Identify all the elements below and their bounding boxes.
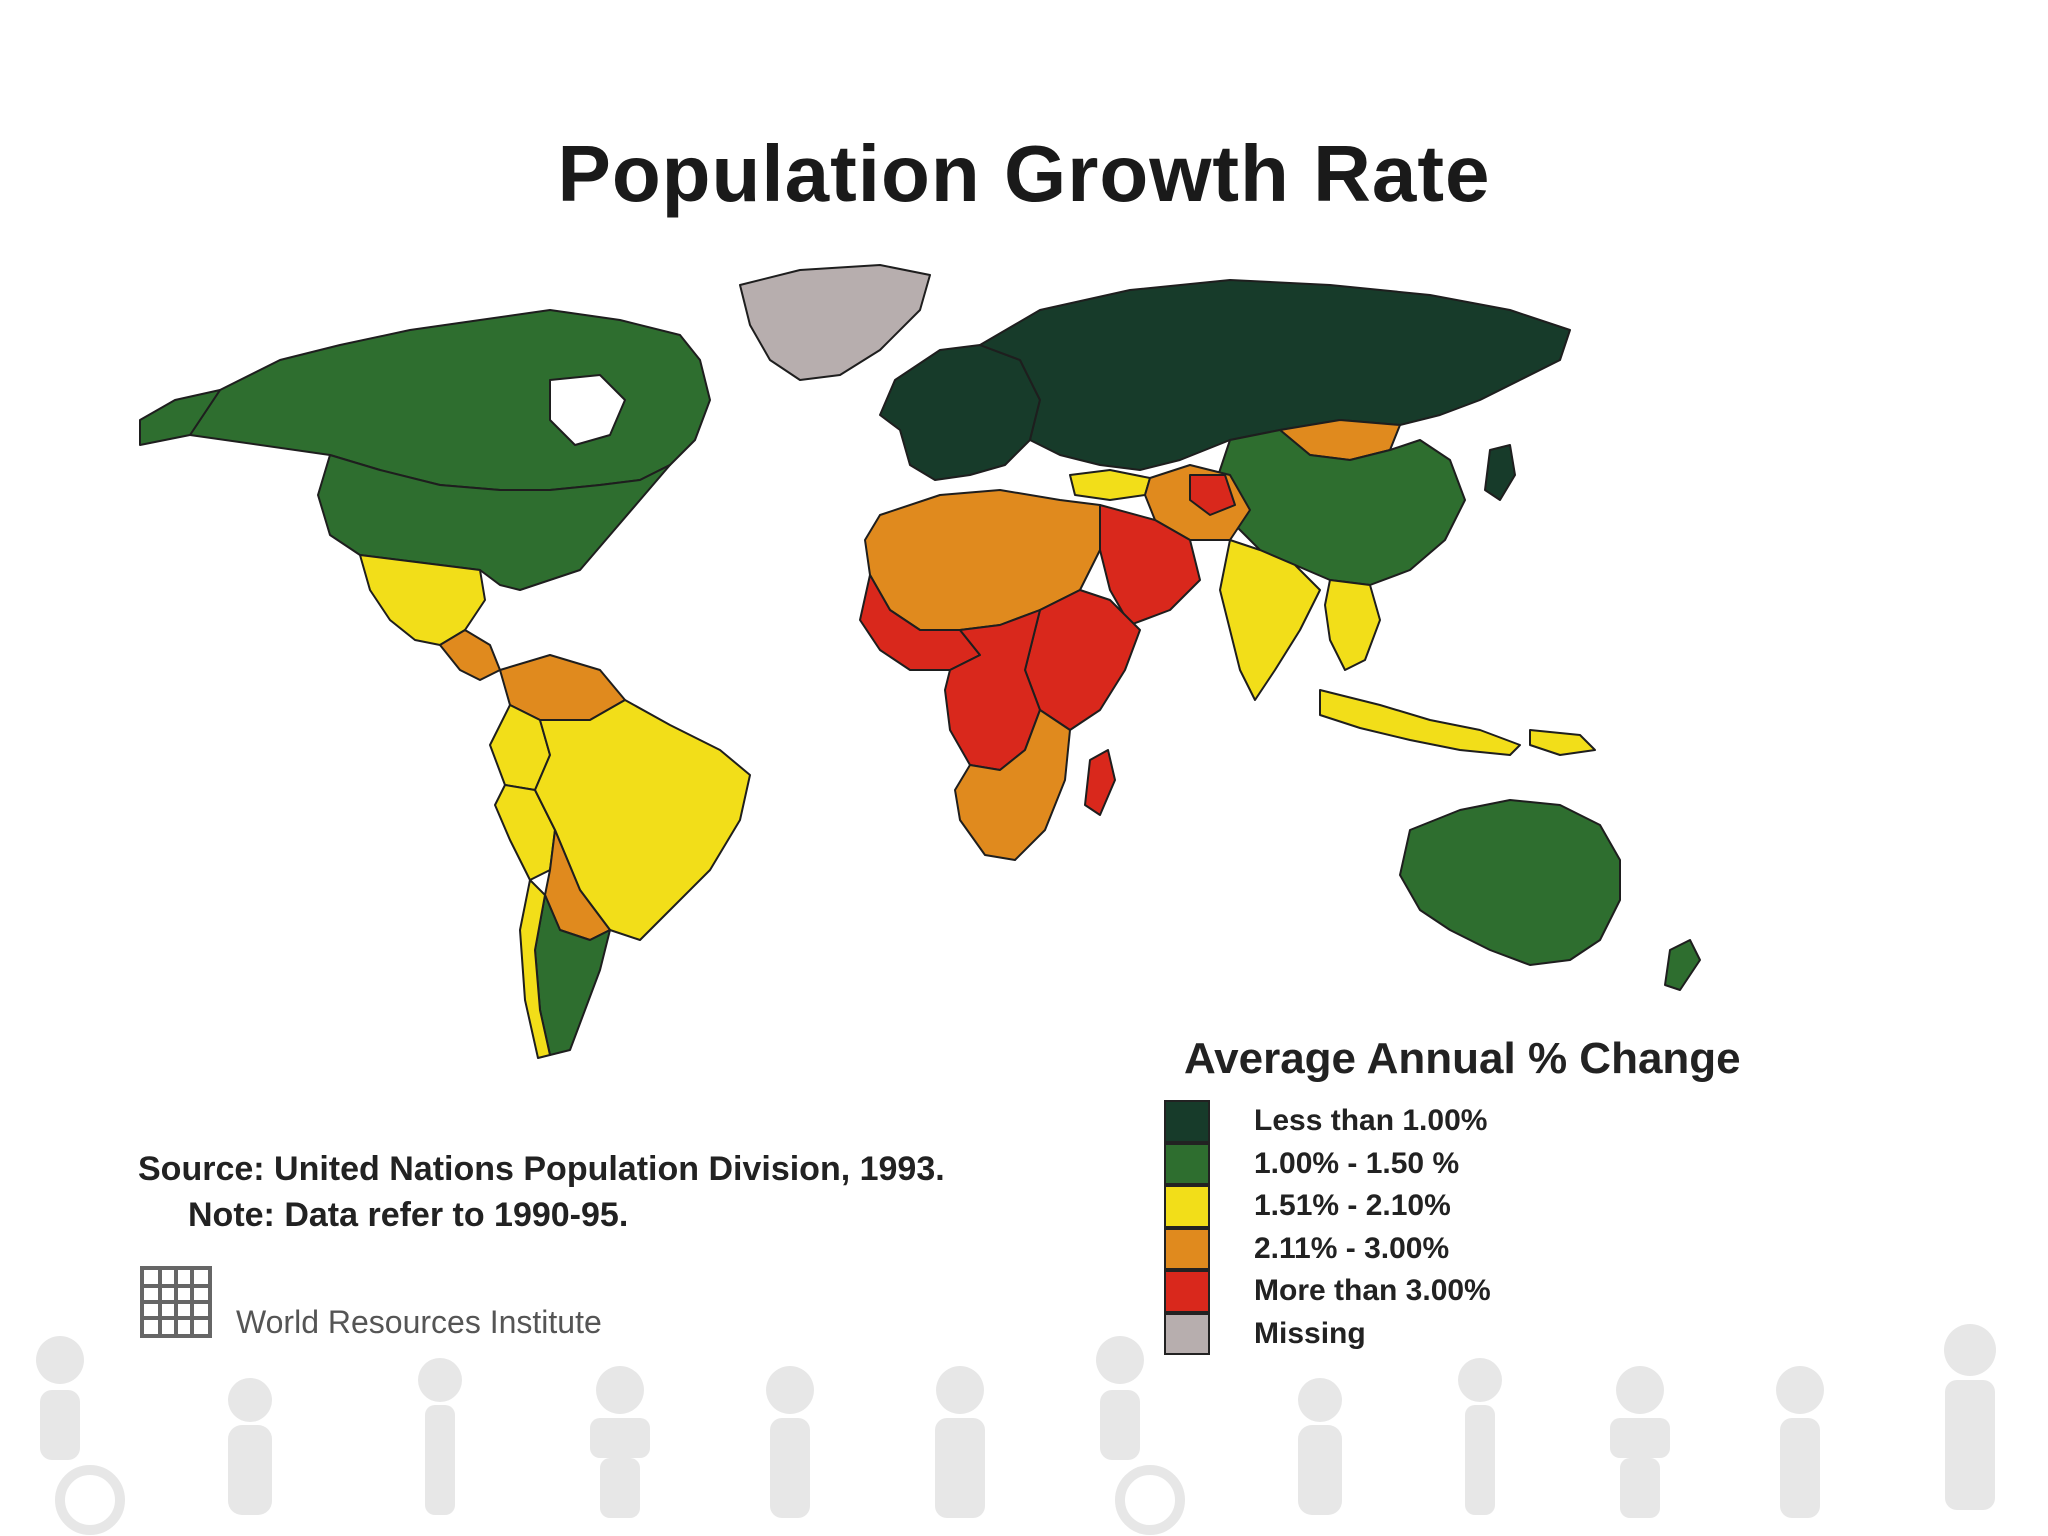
legend-label: Less than 1.00% [1254, 1104, 1488, 1137]
swatch-gray-icon [1164, 1312, 1210, 1355]
region-india [1219, 539, 1321, 701]
region-afghanistan [1189, 474, 1236, 516]
swatch-red-icon [1164, 1270, 1210, 1313]
region-ussr [979, 279, 1571, 471]
region-greenland [739, 264, 931, 381]
legend-label: 1.00% - 1.50 % [1254, 1146, 1460, 1180]
legend-label: More than 3.00% [1254, 1274, 1491, 1307]
legend-label: Missing [1254, 1316, 1366, 1350]
legend-title: Average Annual % Change [1184, 1034, 1741, 1083]
region-southeast-asia [1324, 579, 1381, 671]
region-madagascar [1084, 749, 1116, 816]
source-text: Source: United Nations Population Divisi… [138, 1150, 945, 1188]
swatch-green-icon [1164, 1142, 1210, 1185]
region-brazil [534, 699, 751, 941]
region-new-zealand [1664, 939, 1701, 991]
region-southern-africa [954, 709, 1071, 861]
region-papua-new-guinea [1529, 729, 1596, 756]
map-title: Population Growth Rate [557, 129, 1491, 218]
publisher-name: World Resources Institute [236, 1304, 602, 1340]
region-china [1214, 429, 1466, 586]
region-indonesia [1319, 689, 1521, 756]
figures-watermark-icon [36, 1324, 1996, 1535]
swatch-yellow-icon [1164, 1185, 1210, 1228]
swatch-orange-icon [1164, 1227, 1210, 1270]
region-arabian-peninsula [1099, 504, 1201, 626]
region-japan [1484, 444, 1516, 501]
region-alaska [139, 389, 221, 446]
region-hudson-bay [549, 374, 626, 446]
region-turkey [1069, 469, 1151, 501]
region-chile [519, 879, 551, 1059]
swatch-dark-green-icon [1164, 1100, 1210, 1143]
legend-label: 2.11% - 3.00% [1254, 1231, 1450, 1265]
region-canada [189, 309, 711, 491]
world-map [139, 264, 1701, 1059]
region-europe [879, 344, 1041, 481]
note-text: Note: Data refer to 1990-95. [188, 1196, 629, 1234]
wri-logo-icon [140, 1266, 212, 1338]
region-australia [1399, 799, 1621, 966]
legend-label: 1.51% - 2.10% [1254, 1189, 1451, 1222]
